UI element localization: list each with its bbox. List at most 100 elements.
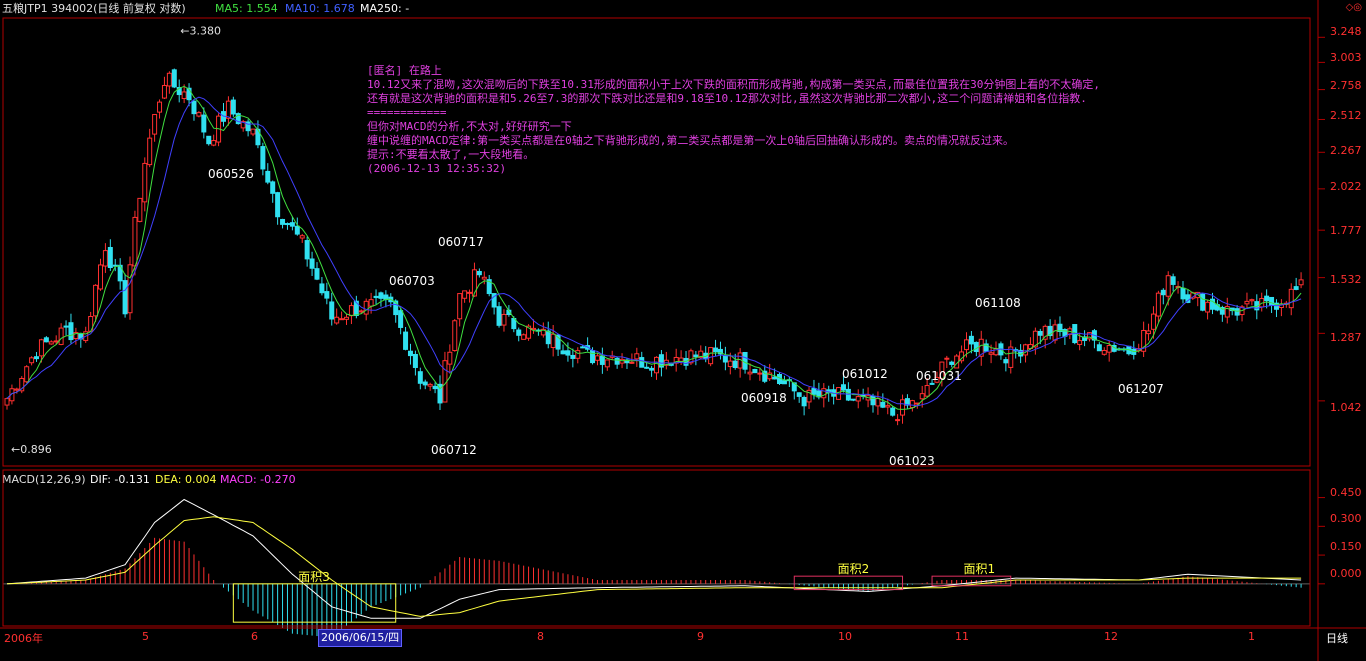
candle-body <box>590 350 596 364</box>
candle-body <box>334 316 340 324</box>
candle-body <box>1288 288 1294 309</box>
candle-body <box>344 316 350 320</box>
macd-title: MACD(12,26,9) <box>2 473 86 486</box>
candle-body <box>747 371 753 375</box>
date-annotation-label: 060712 <box>431 443 477 457</box>
candle-body <box>762 370 768 382</box>
candle-body <box>486 279 492 295</box>
candle-body <box>1106 345 1112 353</box>
x-tick-label: 11 <box>955 630 969 643</box>
candle-body <box>240 121 246 129</box>
candle-body <box>1180 287 1186 300</box>
candle-body <box>1141 329 1147 352</box>
candle-body <box>1165 275 1171 297</box>
annotation-line: 缠中说缠的MACD定律:第一类买点都是在0轴之下背驰形成的,第二类买点都是第一次… <box>367 134 1014 147</box>
candle-body <box>275 192 281 218</box>
candle-body <box>875 397 881 407</box>
candle-body <box>634 353 640 360</box>
candle-body <box>1032 330 1038 348</box>
period-label[interactable]: 日线 <box>1326 632 1348 645</box>
cursor-date-badge: 2006/06/15/四 <box>318 629 403 647</box>
candle-body <box>934 376 940 383</box>
candle-body <box>1205 301 1211 313</box>
date-annotation-label: 061023 <box>889 454 935 468</box>
candle-body <box>973 341 979 353</box>
candle-body <box>476 270 482 276</box>
candle-body <box>968 335 974 345</box>
x-tick-label: 1 <box>1248 630 1255 643</box>
candle-body <box>963 339 969 351</box>
candle-body <box>988 352 994 355</box>
candle-body <box>727 360 733 368</box>
candle-body <box>1150 313 1156 330</box>
candle-body <box>373 295 379 299</box>
candle-body <box>422 381 428 386</box>
y-tick-label: 2.512 <box>1330 109 1362 122</box>
y-tick-label: 3.248 <box>1330 25 1362 38</box>
candle-body <box>452 320 458 352</box>
candle-body <box>457 293 463 320</box>
candle-body <box>427 383 433 387</box>
candle-body <box>1293 286 1299 290</box>
candle-body <box>1042 325 1048 340</box>
candle-body <box>890 407 896 416</box>
candle-body <box>491 293 497 308</box>
candle-body <box>919 393 925 400</box>
date-annotation-label: 060526 <box>208 167 254 181</box>
candle-body <box>722 355 728 363</box>
candle-body <box>1082 336 1088 341</box>
date-annotation-label: 061031 <box>916 369 962 383</box>
candle-body <box>1096 344 1102 352</box>
candle-body <box>870 395 876 406</box>
candle-body <box>688 350 694 364</box>
candle-body <box>594 355 600 361</box>
date-annotation-label: 060918 <box>741 391 787 405</box>
candle-body <box>250 128 256 135</box>
candle-body <box>708 347 714 365</box>
annotation-line: (2006-12-13 12:35:32) <box>367 162 507 175</box>
candle-body <box>1160 289 1166 296</box>
x-tick-label: 6 <box>251 630 258 643</box>
candle-body <box>181 91 187 100</box>
corner-icons[interactable]: ◇◎ <box>1345 2 1362 13</box>
y-tick-label: 1.777 <box>1330 224 1362 237</box>
candle-body <box>447 351 453 365</box>
candle-body <box>97 264 103 290</box>
candle-body <box>353 300 359 316</box>
annotation-line: 还有就是这次背驰的面积是和5.26至7.3的那次下跌对比还是和9.18至10.1… <box>367 92 1087 105</box>
security-title: 五粮JTP1 394002(日线 前复权 对数) <box>2 2 186 15</box>
candle-body <box>644 366 650 369</box>
candle-body <box>1200 293 1206 311</box>
candle-body <box>1264 295 1270 302</box>
candle-body <box>58 327 64 345</box>
ma10-line <box>6 96 1302 407</box>
candle-body <box>540 328 546 336</box>
candle-body <box>211 140 217 146</box>
candle-body <box>363 300 369 315</box>
candle-body <box>855 396 861 402</box>
candle-body <box>545 330 551 345</box>
candle-body <box>850 398 856 401</box>
candle-body <box>9 388 15 402</box>
candle-body <box>565 350 571 356</box>
candle-body <box>304 240 310 260</box>
candle-body <box>1155 292 1161 317</box>
candle-body <box>196 112 202 117</box>
candle-body <box>570 354 576 359</box>
candle-body <box>821 388 827 399</box>
candle-body <box>599 355 605 365</box>
candle-body <box>102 250 108 267</box>
macd-readout: MACD: -0.270 <box>220 473 296 486</box>
candle-body <box>132 216 138 267</box>
candle-body <box>314 268 320 280</box>
annotation-line: 10.12又来了混吻,这次混吻后的下跌至10.31形成的面积小于上次下跌的面积而… <box>367 78 1100 91</box>
candle-body <box>191 100 197 115</box>
candle-body <box>398 310 404 328</box>
candle-body <box>1273 302 1279 310</box>
area-box <box>793 575 904 591</box>
date-annotation-label: 060717 <box>438 235 484 249</box>
candle-body <box>152 114 158 135</box>
candle-body <box>368 299 374 307</box>
